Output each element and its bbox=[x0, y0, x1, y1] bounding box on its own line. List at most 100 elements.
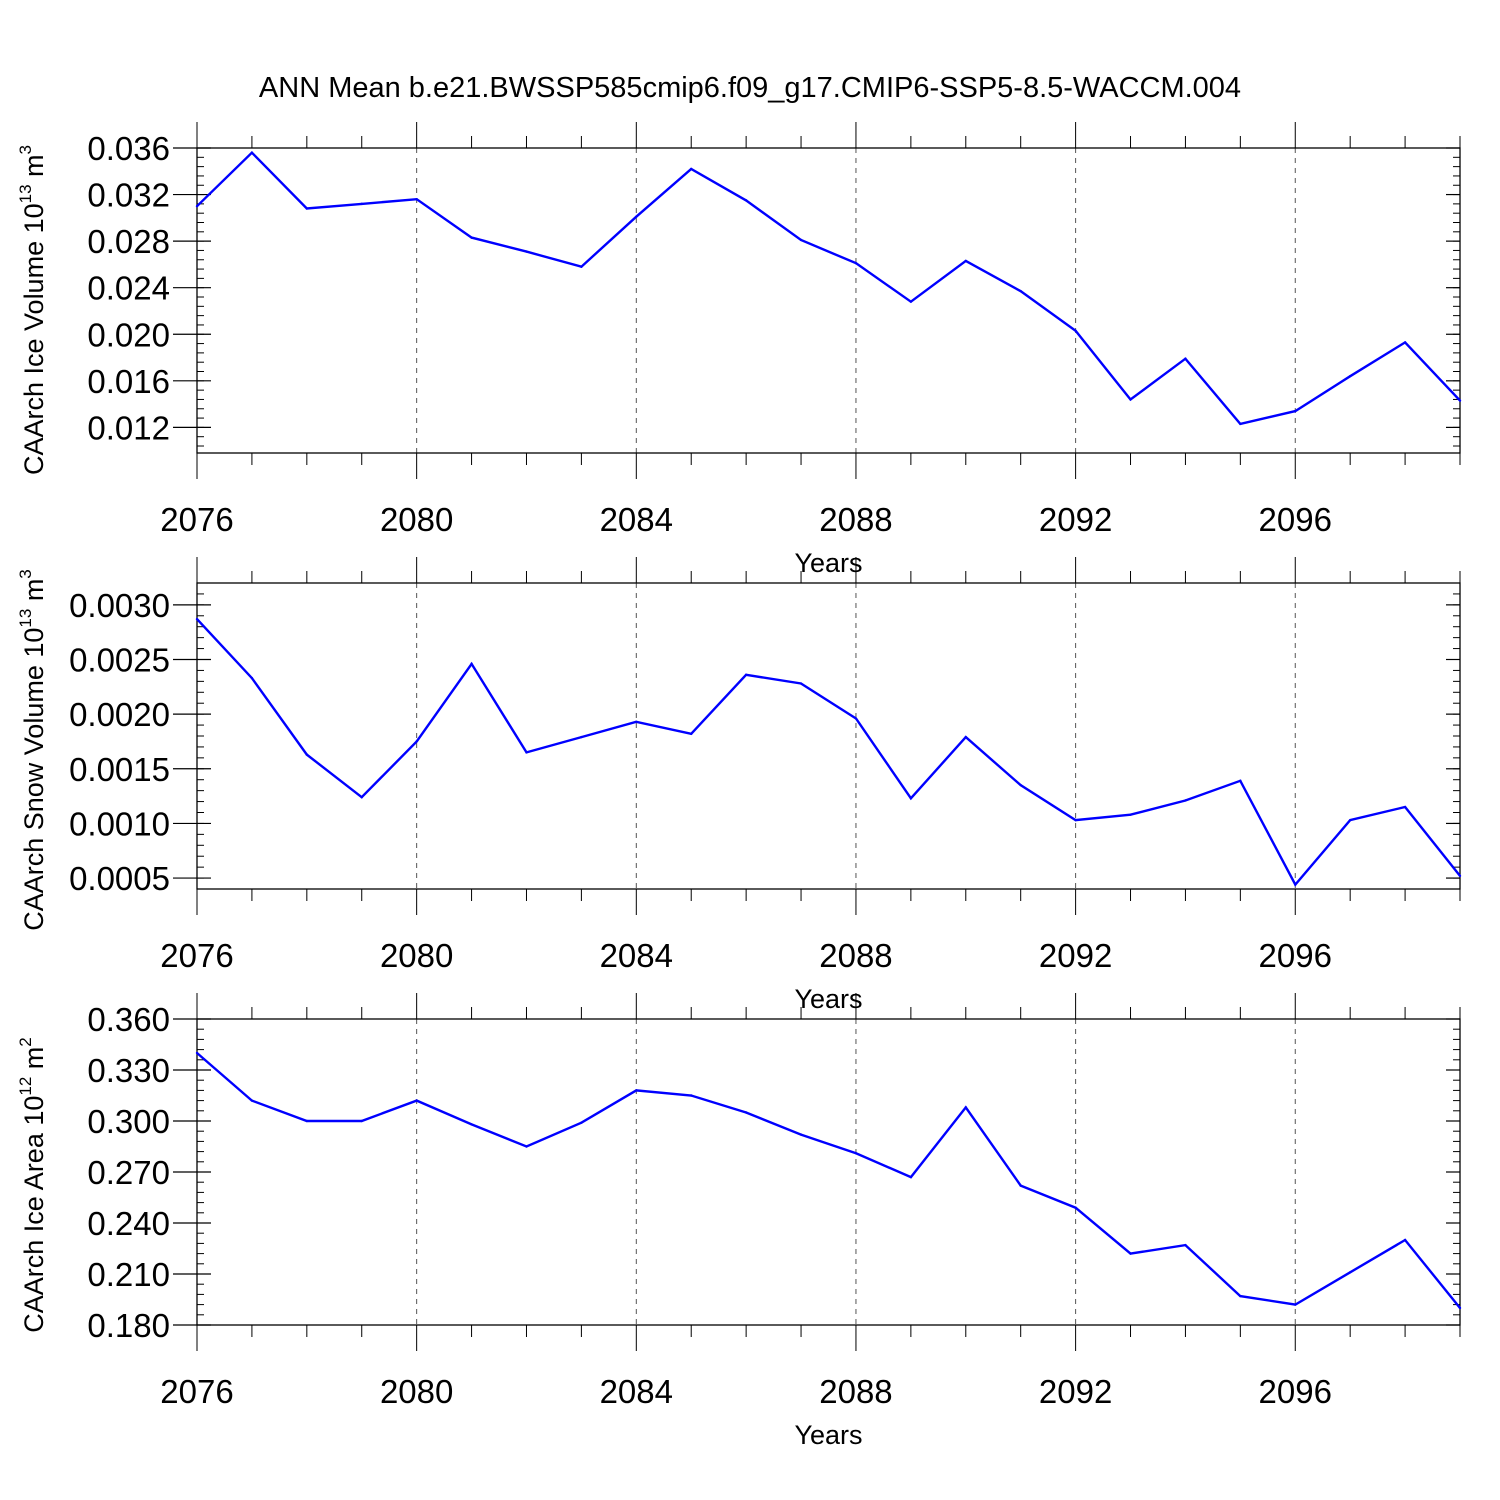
data-point bbox=[360, 202, 363, 206]
data-point bbox=[525, 751, 528, 754]
data-point bbox=[415, 740, 418, 743]
chart-panel-2: 0.0005 0.0010 0.0015 0.0020 0.0025 0.0030 2076… bbox=[16, 557, 1462, 1014]
data-point bbox=[250, 676, 254, 680]
data-point bbox=[1184, 357, 1187, 360]
data-point bbox=[1074, 818, 1077, 822]
data-point bbox=[195, 205, 199, 208]
data-point bbox=[305, 1119, 309, 1123]
x-tick-label: 2084 bbox=[600, 501, 673, 538]
data-point bbox=[1403, 805, 1407, 809]
y-tick-label: 0.330 bbox=[87, 1052, 170, 1089]
y-tick-label: 0.020 bbox=[87, 316, 170, 353]
data-point bbox=[360, 1119, 363, 1123]
data-point bbox=[1294, 409, 1297, 413]
y-axis-label: CAArch Ice Area 1012 m2 bbox=[16, 1037, 49, 1333]
data-point bbox=[1129, 398, 1132, 401]
x-axis-label: Years bbox=[794, 984, 862, 1014]
data-point bbox=[470, 236, 473, 239]
data-point bbox=[909, 1175, 913, 1179]
data-point bbox=[1294, 1303, 1297, 1306]
y-tick-label: 0.0005 bbox=[69, 860, 170, 897]
data-point bbox=[635, 215, 638, 218]
x-tick-label: 2076 bbox=[160, 1373, 233, 1410]
data-point bbox=[525, 1145, 528, 1148]
data-point bbox=[1458, 874, 1462, 878]
data-point bbox=[854, 717, 858, 720]
data-point bbox=[1019, 289, 1022, 293]
data-point bbox=[1348, 818, 1352, 822]
y-tick-label: 0.024 bbox=[87, 270, 170, 307]
y-tick-label: 0.270 bbox=[87, 1154, 170, 1191]
y-tick-label: 0.016 bbox=[87, 363, 170, 400]
data-point bbox=[1129, 1252, 1132, 1255]
y-axis-label: CAArch Ice Volume 1013 m3 bbox=[16, 145, 49, 475]
data-point bbox=[1129, 813, 1132, 816]
y-tick-label: 0.0025 bbox=[69, 642, 170, 679]
plot-frame bbox=[196, 1018, 1461, 1326]
x-tick-label: 2096 bbox=[1259, 501, 1332, 538]
x-tick-label: 2076 bbox=[160, 501, 233, 538]
data-point bbox=[1019, 783, 1022, 787]
data-point bbox=[964, 1106, 967, 1109]
data-point bbox=[1348, 374, 1352, 378]
data-point bbox=[250, 151, 254, 154]
data-point bbox=[799, 682, 803, 685]
data-point bbox=[1074, 329, 1077, 332]
data-point bbox=[1403, 341, 1407, 344]
y-tick-label: 0.180 bbox=[87, 1307, 170, 1344]
data-point bbox=[909, 797, 913, 800]
data-point bbox=[1074, 1206, 1077, 1209]
data-point bbox=[580, 265, 583, 268]
x-tick-label: 2088 bbox=[819, 501, 892, 538]
data-point bbox=[580, 735, 583, 739]
data-point bbox=[305, 753, 309, 756]
data-point bbox=[360, 796, 363, 799]
data-point bbox=[470, 1123, 473, 1126]
y-tick-label: 0.028 bbox=[87, 223, 170, 260]
data-point bbox=[250, 1099, 254, 1102]
y-tick-label: 0.012 bbox=[87, 409, 170, 446]
data-point bbox=[635, 720, 638, 723]
y-axis-label: CAArch Snow Volume 1013 m3 bbox=[16, 569, 49, 931]
data-point bbox=[1403, 1238, 1407, 1242]
x-tick-label: 2080 bbox=[380, 501, 453, 538]
data-point bbox=[964, 259, 967, 263]
data-point bbox=[525, 250, 528, 253]
y-tick-label: 0.300 bbox=[87, 1103, 170, 1140]
data-point bbox=[470, 662, 473, 666]
data-point bbox=[690, 1094, 693, 1097]
data-point bbox=[1294, 883, 1297, 886]
data-point bbox=[415, 1099, 418, 1102]
y-tick-label: 0.0030 bbox=[69, 587, 170, 624]
y-tick-label: 0.360 bbox=[87, 1001, 170, 1038]
data-point bbox=[1458, 1306, 1462, 1310]
data-point bbox=[195, 617, 199, 621]
data-point bbox=[964, 735, 967, 739]
data-point bbox=[195, 1051, 199, 1055]
data-point bbox=[1184, 1243, 1187, 1247]
y-tick-label: 0.210 bbox=[87, 1256, 170, 1293]
data-point bbox=[744, 199, 748, 202]
series-line bbox=[196, 1052, 1461, 1309]
y-tick-label: 0.240 bbox=[87, 1205, 170, 1242]
series-line bbox=[196, 151, 1461, 426]
data-point bbox=[1239, 422, 1242, 426]
data-point bbox=[1019, 1184, 1022, 1187]
data-point bbox=[305, 207, 309, 210]
x-tick-label: 2096 bbox=[1259, 1373, 1332, 1410]
x-tick-label: 2080 bbox=[380, 937, 453, 974]
data-point bbox=[580, 1121, 583, 1124]
data-point bbox=[744, 1111, 748, 1114]
chart-panel-1: 0.012 0.016 0.020 0.024 0.028 0.032 0.036 2076 2… bbox=[16, 122, 1462, 578]
data-point bbox=[635, 1089, 638, 1092]
data-point bbox=[854, 1152, 858, 1155]
data-point bbox=[690, 167, 693, 171]
y-tick-label: 0.032 bbox=[87, 177, 170, 214]
data-point bbox=[1184, 799, 1187, 802]
series-line bbox=[196, 618, 1461, 887]
data-point bbox=[1239, 1294, 1242, 1298]
data-point bbox=[1239, 779, 1242, 783]
x-tick-label: 2076 bbox=[160, 937, 233, 974]
x-tick-label: 2092 bbox=[1039, 1373, 1112, 1410]
